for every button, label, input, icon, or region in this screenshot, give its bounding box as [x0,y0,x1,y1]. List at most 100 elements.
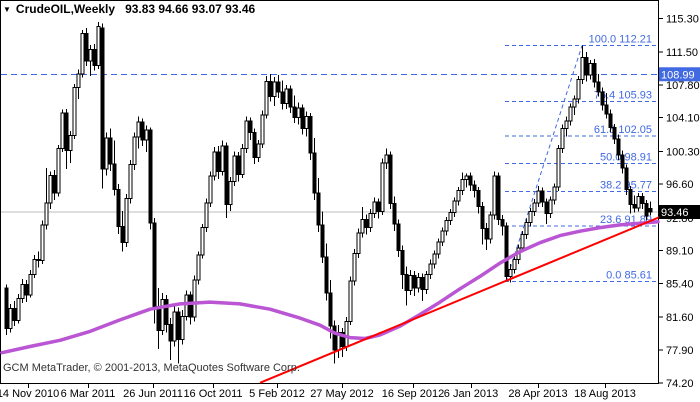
date-axis-label: 16 Sep 2012 [382,388,444,400]
candle-body [176,311,181,340]
candle-body [324,256,329,294]
candle-body [220,145,225,173]
candle-body [48,174,53,204]
candle-body [548,199,553,214]
candle-body [152,222,157,308]
date-axis-label: 5 Feb 2012 [249,388,305,400]
candle-body [140,121,145,141]
candle-body [280,91,285,104]
candle-body [236,155,241,175]
candle-body [116,188,121,228]
price-axis-label: 96.60 [666,179,694,191]
candle-body [540,190,545,203]
candle-body [480,205,485,229]
hline-badge-text: 108.99 [661,69,695,81]
candle-body [180,315,185,340]
candle-body [44,202,49,226]
candle-body [616,138,621,156]
candle-body [148,129,153,224]
candle-body [504,225,509,277]
candle-body [24,283,29,296]
price-axis-label: 111.50 [666,47,698,59]
candle-body [128,164,133,199]
candle-body [484,227,489,240]
candle-body [136,121,141,138]
candle-body [12,307,17,322]
candle-body [120,226,125,244]
candle-body [640,196,645,205]
candle-body [632,204,637,209]
date-axis-label: 16 Oct 2011 [183,388,242,400]
candle-body [388,154,393,205]
candle-body [168,323,173,342]
candle-body [608,113,613,128]
candle-body [312,152,317,194]
candle-body [420,276,425,291]
hline-price-badge: 108.99 [659,67,700,82]
candle-body [248,120,253,134]
candle-body [588,63,593,76]
candle-body [624,167,629,190]
chart-title: ▼ CrudeOIL,Weekly 93.83 94.66 93.07 93.4… [3,2,255,16]
candle-body [348,280,353,323]
candle-body [52,174,57,194]
candle-body [432,253,437,265]
candle-body [300,107,305,129]
candle-body [64,112,69,151]
candle-body [364,219,369,229]
candle-body [308,116,313,154]
date-axis-label: 6 Jan 2013 [444,388,498,400]
candle-body [268,80,273,97]
candle-body [380,162,385,213]
candle-body [372,201,377,214]
candle-body [72,86,77,136]
candle-body [76,73,81,88]
candle-body [260,114,265,145]
fibonacci-retracement[interactable]: 100.0 112.21 76.4 105.93 61.8 102.05 50.0 9… [505,34,658,283]
candle-body [528,211,533,223]
candle-body [392,203,397,225]
candle-body [448,212,453,222]
candle-body [464,175,469,181]
price-axis-label: 100.30 [666,146,700,158]
date-axis-label: 14 Nov 2010 [0,388,59,400]
candle-body [144,129,149,141]
time-axis[interactable]: 14 Nov 2010 6 Mar 2011 26 Jun 2011 16 Oct 2… [0,383,636,401]
candle-body [284,88,289,104]
candle-body [272,81,277,97]
candle-body [440,230,445,243]
fib-level-label: 50.0 98.91 [600,152,652,164]
candle-body [520,234,525,249]
candle-body [512,259,517,270]
candle-body [436,241,441,255]
candle-body [204,202,209,229]
price-axis-label: 77.90 [666,345,694,357]
price-axis[interactable]: 115.30111.50107.80104.10100.3096.6092.80… [658,13,700,390]
symbol-dropdown-icon: ▼ [3,4,11,14]
candle-body [200,227,205,256]
candle-body [416,276,421,289]
candle-body [604,104,609,115]
support-trendline[interactable] [259,216,661,384]
candle-body [424,274,429,291]
candlestick-series [4,21,653,364]
candle-body [108,137,113,165]
candle-body [572,98,577,108]
candle-body [508,268,513,277]
copyright-notice: GCM MetaTrader, © 2001-2013, MetaQuotes … [3,362,300,374]
date-axis-label: 26 Jun 2011 [123,388,183,400]
candle-body [8,307,13,330]
candle-body [360,219,365,234]
price-axis-label: 89.10 [666,246,694,258]
candle-body [496,175,501,221]
price-axis-label: 85.40 [666,278,694,290]
candle-body [60,112,65,150]
current-price-badge: 93.46 [659,205,700,220]
candle-body [536,190,541,204]
candle-body [532,202,537,213]
candle-body [648,208,653,213]
fib-base-line [505,45,583,282]
candle-body [304,116,309,129]
candle-body [4,287,9,330]
